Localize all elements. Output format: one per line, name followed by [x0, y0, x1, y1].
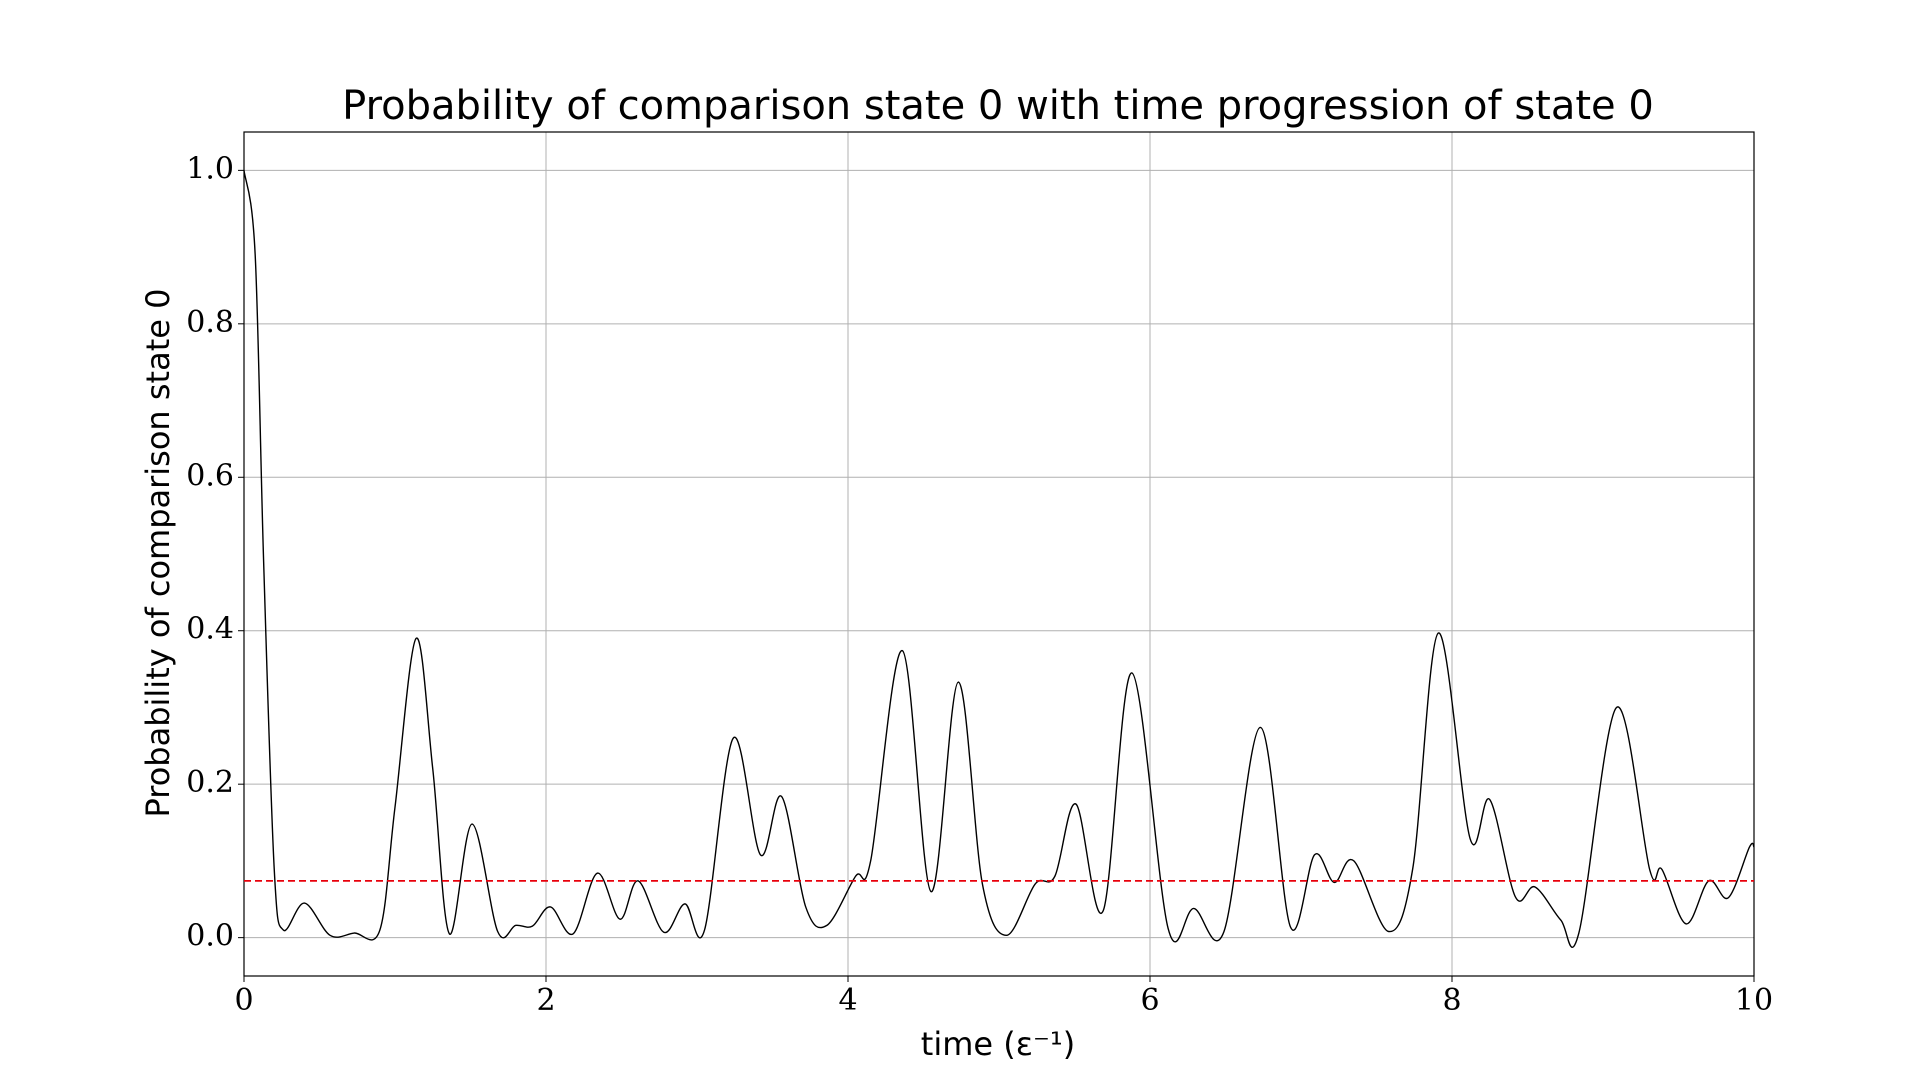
x-tick-label: 10 — [1735, 983, 1773, 1018]
data-line — [243, 170, 1755, 948]
x-tick-label: 6 — [1140, 983, 1159, 1018]
chart-title: Probability of comparison state 0 with t… — [342, 83, 1654, 129]
x-tick-label: 2 — [536, 983, 555, 1018]
y-tick-label: 0.6 — [186, 458, 234, 493]
y-tick-label: 0.8 — [186, 305, 234, 340]
y-axis-label: Probability of comparison state 0 — [139, 289, 177, 818]
y-tick-label: 0.4 — [186, 612, 234, 647]
y-tick-label: 1.0 — [186, 151, 234, 186]
x-tick-label: 8 — [1442, 983, 1461, 1018]
y-tick-label: 0.0 — [186, 919, 234, 954]
y-tick-label: 0.2 — [186, 765, 234, 800]
x-tick-label: 0 — [234, 983, 253, 1018]
x-tick-label: 4 — [838, 983, 857, 1018]
x-axis-label: time (ε⁻¹) — [921, 1025, 1075, 1063]
plot-frame — [243, 131, 1755, 977]
